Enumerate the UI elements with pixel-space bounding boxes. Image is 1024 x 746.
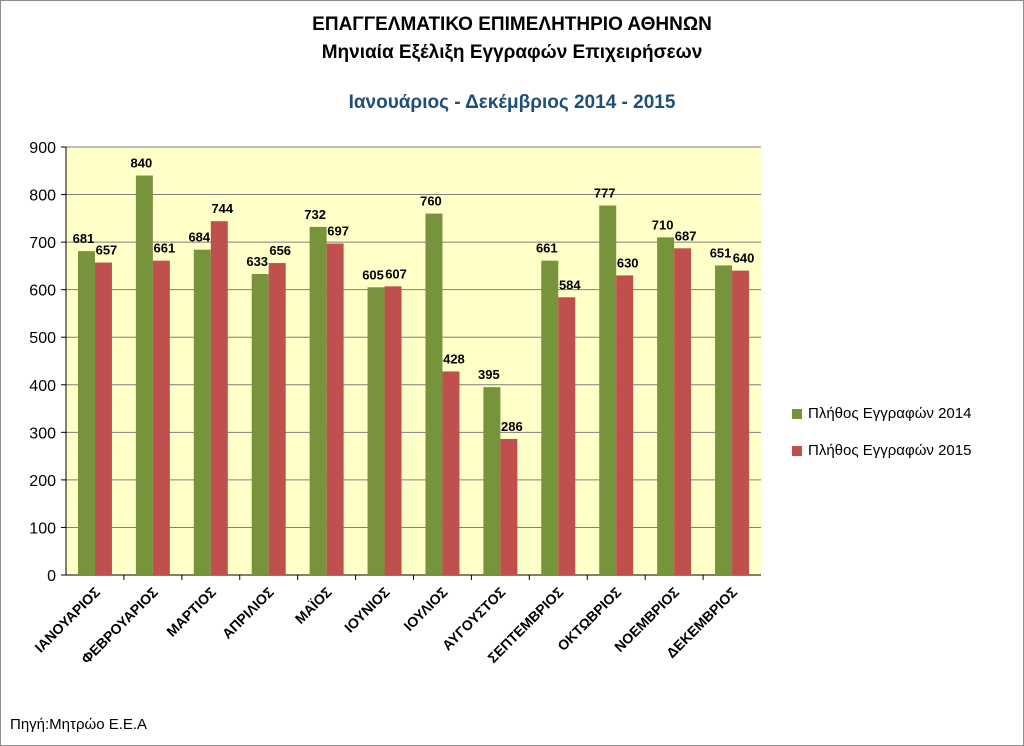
bar-2014 — [599, 205, 617, 575]
bar-2015 — [500, 438, 518, 575]
bar-2015 — [384, 286, 402, 575]
bar-2014 — [541, 260, 559, 575]
data-label-2014: 661 — [536, 241, 558, 256]
legend: Πλήθος Εγγραφών 2014 Πλήθος Εγγραφών 201… — [792, 404, 971, 478]
y-tick-label: 500 — [29, 330, 56, 347]
x-tick-label: ΜΑΡΤΙΟΣ — [163, 584, 219, 640]
y-tick-label: 800 — [29, 188, 56, 205]
data-label-2015: 286 — [501, 419, 523, 434]
bar-2015 — [732, 270, 750, 575]
data-label-2014: 605 — [362, 267, 384, 282]
bar-2014 — [309, 226, 327, 576]
bar-2015 — [326, 243, 344, 575]
bar-2015 — [94, 262, 112, 575]
data-label-2015: 697 — [327, 224, 349, 239]
y-tick-label: 100 — [29, 520, 56, 537]
data-label-2014: 760 — [420, 194, 442, 209]
legend-item-2014: Πλήθος Εγγραφών 2014 — [792, 404, 971, 423]
bar-2014 — [483, 387, 501, 575]
y-tick-label: 700 — [29, 235, 56, 252]
y-tick-label: 200 — [29, 473, 56, 490]
bar-2014 — [425, 213, 443, 576]
y-tick-label: 300 — [29, 425, 56, 442]
data-label-2015: 657 — [96, 243, 118, 258]
data-label-2015: 744 — [211, 201, 233, 216]
data-label-2014: 684 — [188, 230, 210, 245]
bar-2015 — [210, 221, 228, 576]
data-label-2014: 732 — [304, 207, 326, 222]
bar-2014 — [715, 265, 733, 575]
plot-area — [66, 147, 761, 575]
bar-2014 — [367, 287, 385, 575]
bar-2015 — [152, 260, 170, 575]
bar-2014 — [77, 251, 95, 575]
x-tick-label: ΙΟΥΝΙΟΣ — [341, 584, 393, 636]
data-label-2014: 777 — [594, 185, 616, 200]
bar-2015 — [674, 248, 692, 575]
bar-2014 — [657, 237, 675, 575]
x-tick-label: ΙΟΥΛΙΟΣ — [400, 584, 450, 634]
y-tick-label: 400 — [29, 378, 56, 395]
data-label-2014: 681 — [73, 231, 95, 246]
bar-2014 — [135, 175, 153, 576]
bar-2014 — [251, 273, 269, 575]
bar-2015 — [442, 371, 460, 575]
bar-2015 — [616, 275, 634, 575]
data-label-2015: 630 — [617, 255, 639, 270]
data-label-2015: 640 — [733, 251, 755, 266]
data-label-2015: 656 — [269, 243, 291, 258]
y-tick-label: 600 — [29, 283, 56, 300]
legend-label-2014: Πλήθος Εγγραφών 2014 — [808, 405, 972, 422]
y-tick-label: 0 — [47, 568, 56, 585]
legend-label-2015: Πλήθος Εγγραφών 2015 — [808, 442, 972, 459]
bar-2015 — [268, 263, 286, 575]
bar-2014 — [193, 249, 211, 575]
data-label-2014: 840 — [131, 156, 153, 171]
chart-title: ΕΠΑΓΓΕΛΜΑΤΙΚΟ ΕΠΙΜΕΛΗΤΗΡΙΟ ΑΘΗΝΩΝ — [312, 14, 712, 35]
data-label-2015: 661 — [154, 241, 176, 256]
data-label-2014: 710 — [652, 217, 674, 232]
legend-item-2015: Πλήθος Εγγραφών 2015 — [792, 441, 971, 460]
chart-subtitle: Μηνιαία Εξέλιξη Εγγραφών Επιχειρήσεων — [321, 42, 703, 63]
data-label-2015: 687 — [675, 228, 697, 243]
source-note: Πηγή:Μητρώο Ε.Ε.Α — [10, 716, 148, 733]
data-label-2014: 633 — [246, 254, 268, 269]
x-tick-label: ΜΑΪΟΣ — [292, 584, 335, 627]
legend-swatch-2015 — [792, 445, 802, 456]
data-label-2015: 428 — [443, 351, 465, 366]
bar-2015 — [558, 297, 576, 575]
data-label-2014: 651 — [710, 245, 732, 260]
y-tick-label: 900 — [29, 140, 56, 157]
data-label-2015: 584 — [559, 277, 581, 292]
data-label-2014: 395 — [478, 367, 500, 382]
legend-swatch-2014 — [792, 408, 802, 419]
chart-period: Ιανουάριος - Δεκέμβριος 2014 - 2015 — [348, 92, 676, 113]
x-tick-label: ΑΠΡΙΛΙΟΣ — [219, 584, 277, 642]
data-label-2015: 607 — [385, 266, 407, 281]
